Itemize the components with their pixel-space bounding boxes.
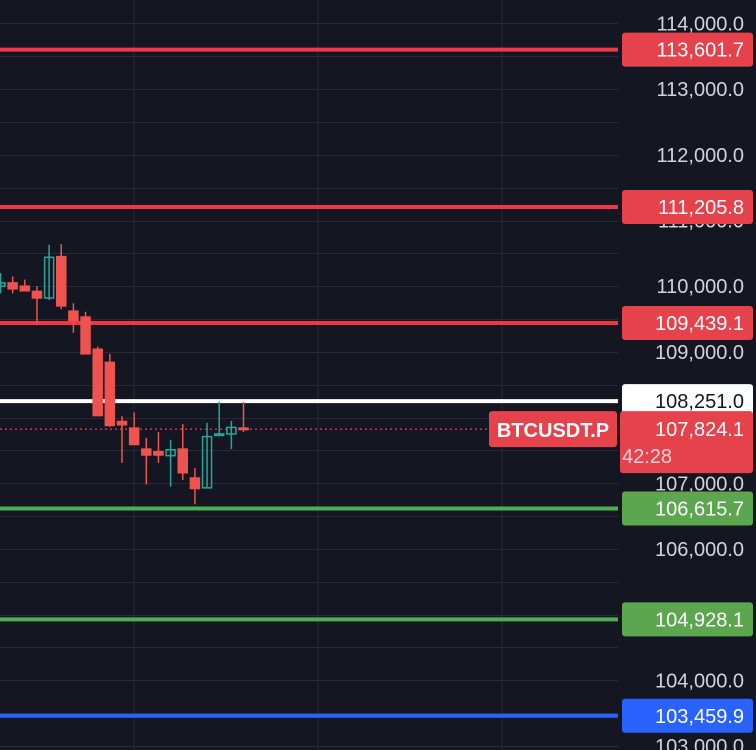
level-tag-label: 108,251.0 [655,391,744,413]
candle [56,244,67,310]
candle [68,303,79,333]
candle-body [92,348,103,417]
price-tags: 113,601.7 111,205.8 109,439.1 108,251.0 106,… [489,32,753,733]
candle [7,276,18,294]
symbol-tag: BTCUSDT.P [489,411,617,448]
candle [201,422,213,489]
candle [31,286,43,325]
level-tag: 113,601.7 [622,32,753,67]
level-tag-label: 109,439.1 [655,313,744,335]
candle [213,401,225,437]
horizontal-level-lines [0,47,618,718]
candle-body [213,433,225,437]
candle-body [201,435,213,489]
candle [19,279,31,292]
y-tick-label: 104,000.0 [655,670,744,692]
last-price-tag-bg [620,411,753,474]
y-tick-label: 110,000.0 [657,276,745,298]
candle-body [0,282,6,287]
candle [177,424,188,480]
last-price-label: 107,824.1 [655,419,744,441]
candle-body [165,449,176,457]
level-tag: 109,439.1 [622,306,753,341]
candle [238,401,249,433]
candle-body [7,282,18,290]
level-tag-bg [622,602,753,637]
level-tag-label: 113,601.7 [657,40,745,62]
candle-body [128,427,140,446]
symbol-tag-bg [489,411,617,448]
candles [0,244,249,505]
candle-body [226,426,237,435]
candle [43,244,55,300]
level-tag: 106,615.7 [622,491,753,526]
candle [189,468,201,505]
level-tag-bg [622,32,753,67]
candle-body [43,256,55,299]
symbol-label: BTCUSDT.P [497,420,609,442]
candle-body [104,361,116,427]
level-tag-label: 103,459.9 [655,706,744,728]
y-tick-label: 113,000.0 [657,79,745,101]
level-tag-bg [622,491,753,526]
candle [128,412,140,446]
candle [92,346,103,417]
countdown-label: 42:28 [622,446,672,468]
candle [141,437,152,485]
candle-body [141,448,152,456]
level-tag: 108,251.0 [622,384,753,419]
y-tick-label: 112,000.0 [657,145,745,167]
y-tick-label: 114,000.0 [657,13,745,35]
y-tick-label: 109,000.0 [655,342,744,364]
candle-body [116,420,128,426]
candle-body [31,290,43,299]
candle [0,273,6,294]
level-tag: 104,928.1 [622,602,753,637]
price-axis[interactable]: 114,000.0113,000.0112,000.0111,000.0110,… [655,13,744,750]
level-tag-label: 104,928.1 [655,609,744,631]
candle [80,311,91,355]
level-tag-bg [622,698,753,733]
candle [104,353,116,427]
level-tag-label: 106,615.7 [655,498,744,520]
level-tag: 111,205.8 [622,189,753,224]
candle [116,416,128,463]
y-tick-label: 106,000.0 [655,539,744,561]
level-tag-bg [622,306,753,341]
candle [165,439,176,487]
candle-body [177,448,188,474]
level-tag-label: 111,205.8 [658,197,744,219]
candle-body [238,427,249,431]
last-price-tag: 107,824.1 42:28 [620,411,753,474]
y-tick-label: 107,000.0 [655,473,744,495]
candle-body [189,477,201,490]
candle-body [80,316,91,355]
candle-body [153,450,164,456]
y-tick-label: 103,000.0 [655,736,744,750]
candle [226,420,237,450]
level-tag-bg [622,384,753,419]
candle-body [19,285,31,292]
level-tag-bg [622,189,753,224]
candle [153,432,164,463]
level-tag: 103,459.9 [622,698,753,733]
candle-body [56,255,67,307]
candle-body [68,310,79,322]
